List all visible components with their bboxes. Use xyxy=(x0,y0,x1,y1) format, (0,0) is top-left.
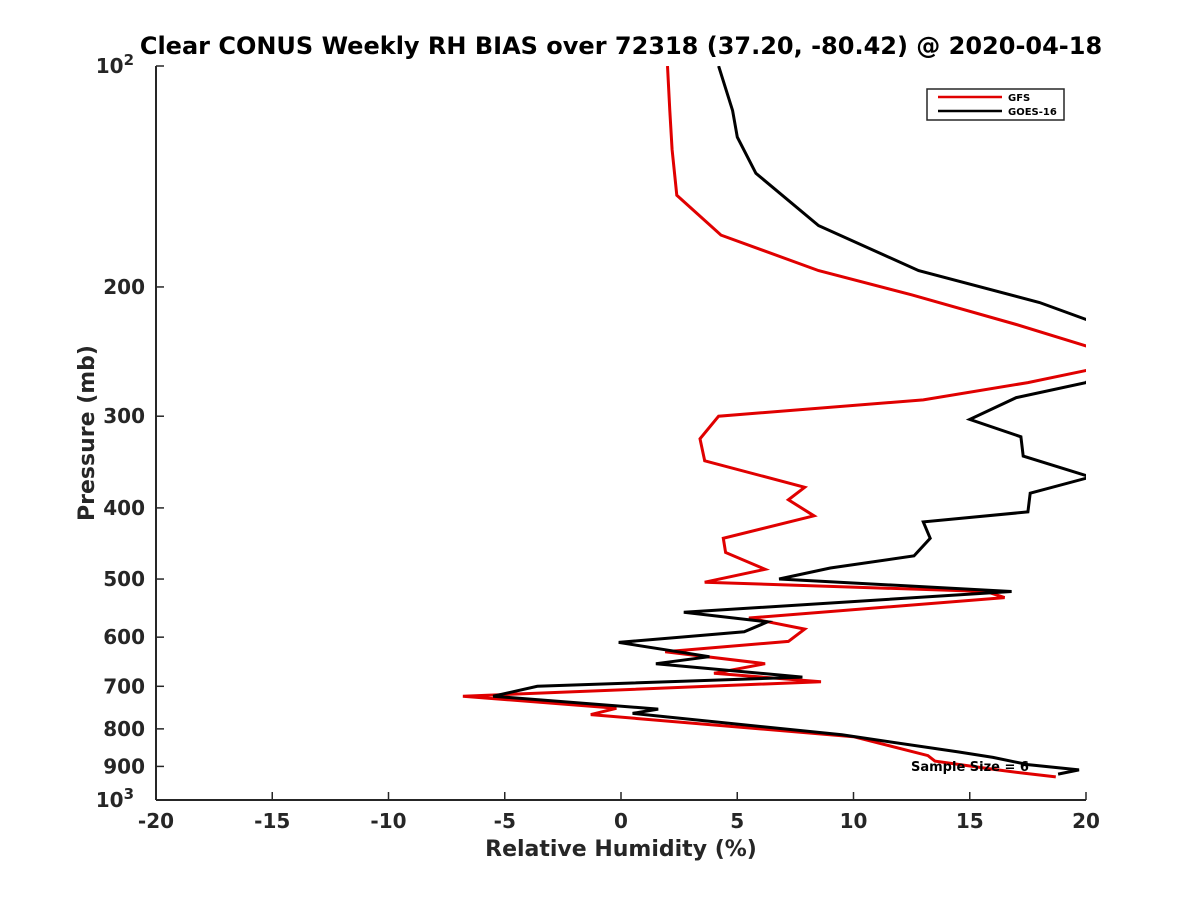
y-tick-label: 400 xyxy=(103,496,145,520)
y-axis-title: Pressure (mb) xyxy=(75,345,100,521)
x-tick-label: -10 xyxy=(370,809,406,833)
y-tick-label: 200 xyxy=(103,275,145,299)
x-tick-label: 5 xyxy=(730,809,744,833)
legend-label-goes16: GOES-16 xyxy=(1008,107,1057,118)
y-tick-label: 700 xyxy=(103,674,145,698)
legend: GFS GOES-16 xyxy=(926,88,1065,121)
x-tick-label: 0 xyxy=(614,809,628,833)
y-tick-label: 300 xyxy=(103,404,145,428)
series-line-gfs xyxy=(462,66,1086,779)
x-tick-label: 10 xyxy=(840,809,868,833)
y-tick-label: 102 xyxy=(96,51,134,78)
x-tick-label: 15 xyxy=(956,809,984,833)
legend-label-gfs: GFS xyxy=(1008,93,1030,104)
x-tick-label: -15 xyxy=(254,809,290,833)
y-tick-label: 600 xyxy=(103,625,145,649)
series-line-goes16 xyxy=(492,66,1086,776)
x-axis-ticks: -20 -15 -10 -5 0 5 10 15 20 xyxy=(138,792,1100,833)
chart-title: Clear CONUS Weekly RH BIAS over 72318 (3… xyxy=(140,32,1102,60)
legend-box xyxy=(926,88,1065,121)
x-tick-label: -5 xyxy=(494,809,516,833)
y-axis-ticks: 102 200 300 400 500 600 700 800 900 103 xyxy=(96,51,164,812)
x-tick-label: -20 xyxy=(138,809,174,833)
x-tick-label: 20 xyxy=(1072,809,1100,833)
x-axis-title: Relative Humidity (%) xyxy=(485,837,757,862)
y-tick-label: 500 xyxy=(103,567,145,591)
y-tick-label: 800 xyxy=(103,717,145,741)
y-tick-label: 103 xyxy=(96,785,134,812)
y-tick-label: 900 xyxy=(103,754,145,778)
series-layer xyxy=(462,66,1086,779)
sample-size-annotation: Sample Size = 6 xyxy=(911,760,1029,775)
